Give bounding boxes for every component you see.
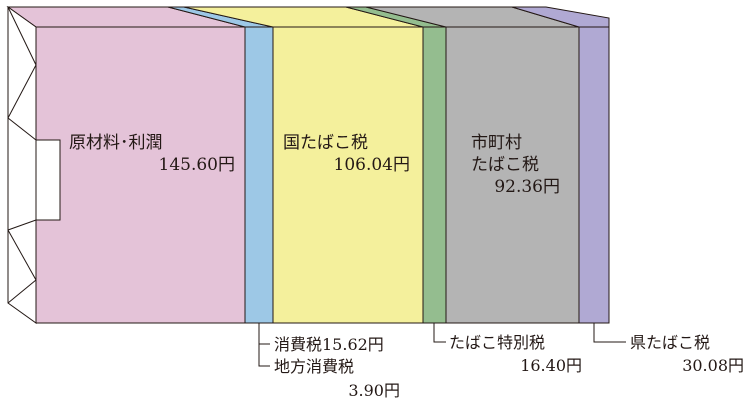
label-raw-value: 145.60円 bbox=[159, 155, 235, 175]
leader-tokubetsu bbox=[433, 323, 446, 343]
side-diagonal-3 bbox=[7, 117, 37, 141]
label-shichoson-line2: たばこ税 bbox=[471, 155, 539, 175]
side-face bbox=[7, 6, 37, 324]
leader-chiho bbox=[258, 344, 270, 367]
label-ken-value: 30.08円 bbox=[682, 356, 744, 375]
side-diagonal-2 bbox=[7, 64, 37, 119]
bar-shichoson bbox=[445, 26, 580, 324]
label-tokubetsu-value: 16.40円 bbox=[520, 356, 582, 375]
front-faces bbox=[35, 26, 610, 324]
side-diagonal-4 bbox=[7, 219, 37, 231]
bar-chiho bbox=[422, 26, 447, 324]
label-chiho-name: 地方消費税 bbox=[274, 357, 354, 376]
bar-raw bbox=[35, 26, 246, 324]
bar-ken bbox=[578, 26, 610, 324]
label-chiho-value: 3.90円 bbox=[348, 381, 400, 400]
label-kuni-name: 国たばこ税 bbox=[283, 133, 368, 153]
side-diagonal-5 bbox=[7, 229, 37, 281]
bar-kuni bbox=[272, 26, 424, 324]
label-raw-name: 原材料･利潤 bbox=[69, 133, 163, 153]
label-shichoson-value: 92.36円 bbox=[494, 177, 560, 197]
bar-shohi bbox=[244, 26, 274, 324]
label-shohi: 消費税15.62円 bbox=[274, 335, 384, 354]
top-faces bbox=[6, 6, 610, 28]
leader-lines bbox=[258, 323, 626, 367]
leader-shohi bbox=[258, 323, 270, 345]
tab-overlay bbox=[35, 139, 61, 221]
label-ken-name: 県たばこ税 bbox=[630, 333, 710, 352]
label-tokubetsu-name: たばこ特別税 bbox=[449, 333, 545, 352]
label-shichoson-line1: 市町村 bbox=[471, 133, 522, 153]
side-diagonal-1 bbox=[7, 6, 37, 66]
leader-ken bbox=[593, 323, 626, 343]
label-kuni-value: 106.04円 bbox=[334, 155, 410, 175]
side-diagonal-6 bbox=[7, 279, 37, 304]
top-face-ken bbox=[511, 6, 610, 28]
